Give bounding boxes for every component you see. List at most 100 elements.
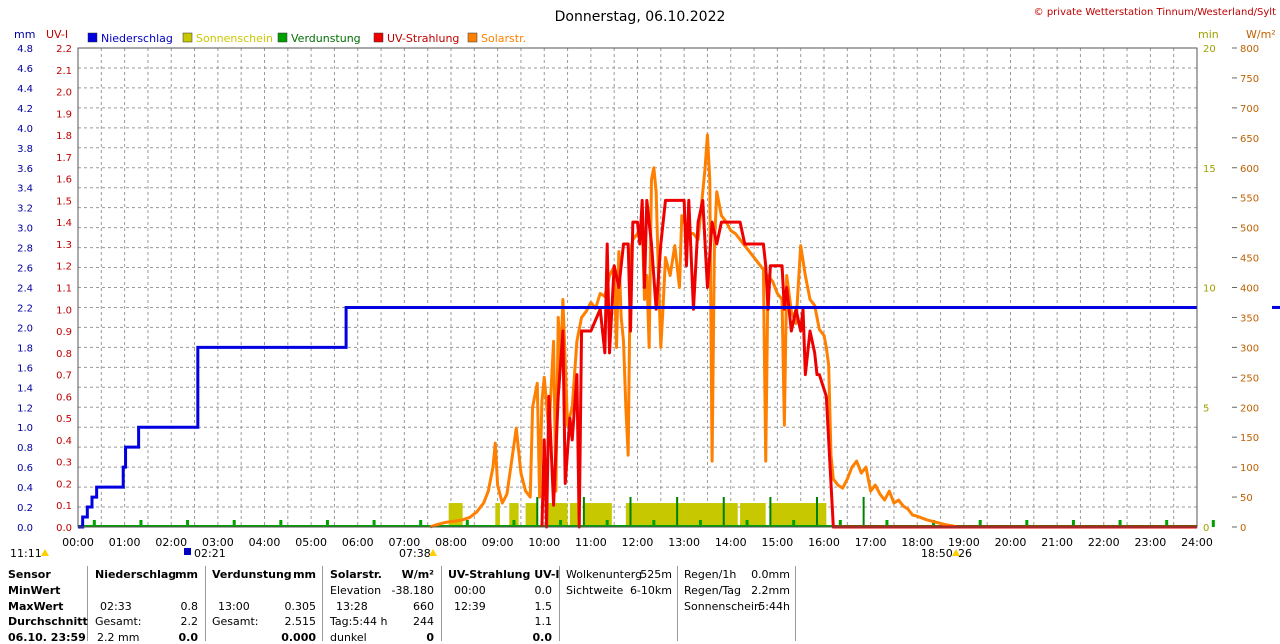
mm-tick-label: 1.4 [17, 383, 33, 394]
table-divider [795, 566, 796, 641]
evap-unit: mm [293, 568, 316, 581]
mm-tick-label: 0.2 [17, 503, 33, 514]
uv-tick-label: 1.6 [56, 175, 72, 186]
wm2-tick-label: 0 [1240, 523, 1246, 534]
solar-max-value: 660 [413, 600, 434, 613]
sunshine-bar [525, 503, 538, 527]
mm-tick-label: 2.8 [17, 244, 33, 255]
uv-tick-label: 2.0 [56, 88, 72, 99]
row-label-avg: Durchschnitt [8, 615, 88, 628]
time-tick-label: 13:00 [668, 536, 700, 549]
evap-max-value: 0.305 [284, 600, 317, 613]
sunshine-bar [583, 503, 612, 527]
sunshine-bar [770, 503, 827, 527]
precip-total-value: 2.2 [180, 615, 199, 628]
mm-tick-label: 4.4 [17, 84, 33, 95]
sun-event-marker [41, 549, 49, 556]
uv-tick-label: 1.4 [56, 218, 72, 229]
time-marker-label: 07:38 [399, 547, 431, 560]
time-tick-label: 24:00 [1181, 536, 1213, 549]
wm2-tick-label: 750 [1240, 74, 1259, 85]
evap-total-value: 2.515 [284, 615, 317, 628]
sunshine-bar [569, 503, 580, 527]
solar-header: Solarstr. [330, 568, 382, 581]
sun-event-marker [429, 549, 437, 556]
uv-tick-label: 1.1 [56, 284, 72, 295]
sunshine-duration-label: Sonnenschein [684, 600, 761, 613]
time-tick-label: 11:00 [575, 536, 607, 549]
time-tick-label: 09:00 [482, 536, 514, 549]
uv-max-time: 12:39 [454, 600, 486, 613]
legend-label: Niederschlag [101, 32, 173, 45]
uv-tick-label: 1.0 [56, 305, 72, 316]
wm2-tick-label: 250 [1240, 373, 1259, 384]
time-tick-label: 01:00 [109, 536, 141, 549]
sunshine-bar [495, 503, 500, 527]
mm-axis: 0.0 0.2 0.4 0.6 0.8 1.0 1.2 1.4 1.6 1.8 2.0 2.2 2.4 2… [17, 44, 33, 534]
mm-tick-label: 1.2 [17, 403, 33, 414]
wm2-tick-label: 500 [1240, 224, 1259, 235]
uv-tick-label: 0.4 [56, 436, 72, 447]
solar-day-length-label: Tag:5:44 h [330, 615, 388, 628]
sensor-header: Sensor [8, 568, 51, 581]
evap-total-label: Gesamt: [212, 615, 259, 628]
wm2-tick-label: 700 [1240, 104, 1259, 115]
rain-max-marker [184, 548, 191, 555]
time-tick-label: 04:00 [249, 536, 281, 549]
uv-day-value: 0.0 [532, 631, 553, 644]
wm2-axis: 0 50 100 150 200 250 300 350 400 450 500 550 600 650 7… [1232, 44, 1280, 534]
time-tick-label: 00:00 [62, 536, 94, 549]
time-tick-label: 16:00 [808, 536, 840, 549]
copyright-note: © private Wetterstation Tinnum/Westerlan… [1034, 7, 1276, 18]
solar-radiation-line [429, 133, 1197, 529]
uv-tick-label: 0.5 [56, 414, 72, 425]
table-divider [322, 566, 323, 641]
sunshine-bar [509, 503, 519, 527]
plot-frame [77, 47, 1198, 528]
uv-tick-label: 2.1 [56, 66, 72, 77]
uv-radiation-series [540, 198, 1197, 529]
cloud-base-label: Wolkenunterg [566, 568, 643, 581]
mm-axis-label: mm [14, 28, 35, 41]
table-divider [205, 566, 206, 641]
wm2-tick-label: 400 [1240, 284, 1259, 295]
mm-tick-label: 2.4 [17, 284, 33, 295]
chart-grid [77, 47, 1198, 528]
mm-tick-label: 3.8 [17, 144, 33, 155]
rain-1h-value: 0.0mm [751, 568, 790, 581]
uv-axis: 0.0 0.1 0.2 0.3 0.4 0.5 0.6 0.7 0.8 0.9 1.0 1.1 1.2 1… [56, 44, 72, 534]
evap-header: Verdunstung [212, 568, 292, 581]
mm-tick-label: 4.6 [17, 64, 33, 75]
mm-tick-label: 3.0 [17, 224, 33, 235]
legend-label: Sonnenschein [196, 32, 273, 45]
table-divider [559, 566, 560, 641]
min-tick-label: 20 [1203, 44, 1216, 55]
uv-tick-label: 1.9 [56, 109, 72, 120]
sunshine-bar [448, 503, 463, 527]
time-tick-label: 10:00 [528, 536, 560, 549]
uv-tick-label: 1.3 [56, 240, 72, 251]
row-label-max: MaxWert [8, 600, 64, 613]
solar-elevation-label: Elevation [330, 584, 382, 597]
wm2-tick-label: 100 [1240, 463, 1259, 474]
mm-tick-label: 1.6 [17, 363, 33, 374]
wm2-axis-label: W/m² [1246, 28, 1276, 41]
time-tick-label: 23:00 [1135, 536, 1167, 549]
sunshine-duration-value: 5:44h [758, 600, 790, 613]
time-tick-label: 18:00 [901, 536, 933, 549]
legend-swatch [373, 32, 384, 43]
plot-border [77, 47, 1198, 528]
uv-axis-label: UV-I [46, 28, 68, 41]
time-tick-label: 02:00 [155, 536, 187, 549]
solar-unit: W/m² [401, 568, 434, 581]
weather-chart: 0.0 0.2 0.4 0.6 0.8 1.0 1.2 1.4 1.6 1.8 2.0 2.2 2.4 2… [10, 7, 1280, 560]
row-label-min: MinWert [8, 584, 61, 597]
wm2-tick-label: 550 [1240, 194, 1259, 205]
wm2-tick-label: 450 [1240, 254, 1259, 265]
uv-tick-label: 2.2 [56, 44, 72, 55]
wm2-tick-label: 200 [1240, 403, 1259, 414]
chart-title: Donnerstag, 06.10.2022 [555, 9, 726, 25]
time-tick-label: 12:00 [622, 536, 654, 549]
mm-tick-label: 4.8 [17, 44, 33, 55]
precip-day-value: 0.0 [178, 631, 199, 644]
